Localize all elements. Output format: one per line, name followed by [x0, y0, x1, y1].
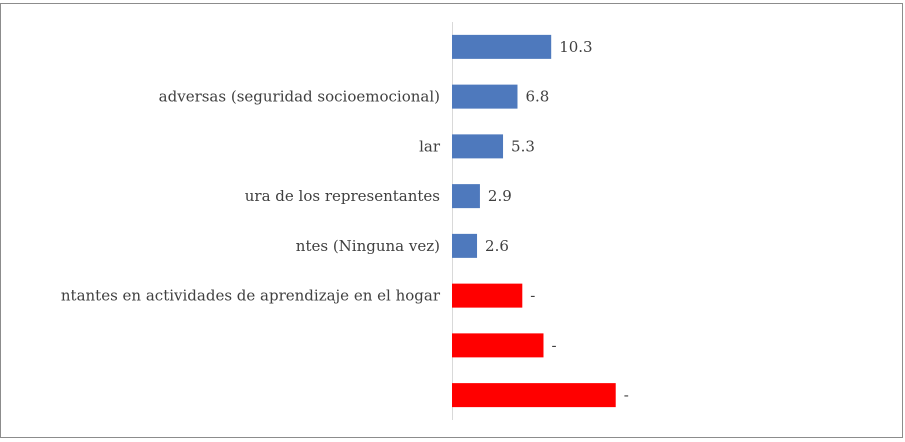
data-label: 2.6 [485, 237, 509, 255]
data-label: - [551, 336, 556, 354]
bar [452, 34, 552, 59]
bar [452, 283, 523, 308]
category-label: ntes (Ninguna vez) [296, 237, 440, 255]
bar [452, 134, 504, 159]
chart-border [0, 3, 903, 438]
bar [452, 84, 518, 109]
data-label: - [530, 287, 535, 305]
data-label: 5.3 [511, 137, 535, 155]
bar [452, 184, 480, 209]
category-label: ura de los representantes [245, 187, 440, 205]
data-label: - [624, 386, 629, 404]
bar [452, 233, 478, 258]
data-label: 10.3 [559, 38, 592, 56]
bar [452, 333, 544, 358]
data-label: 2.9 [488, 187, 512, 205]
category-label: lar [419, 137, 441, 155]
category-label: ntantes en actividades de aprendizaje en… [61, 287, 441, 305]
data-label: 6.8 [525, 88, 549, 106]
bar [452, 383, 616, 408]
category-label: adversas (seguridad socioemocional) [159, 88, 440, 106]
